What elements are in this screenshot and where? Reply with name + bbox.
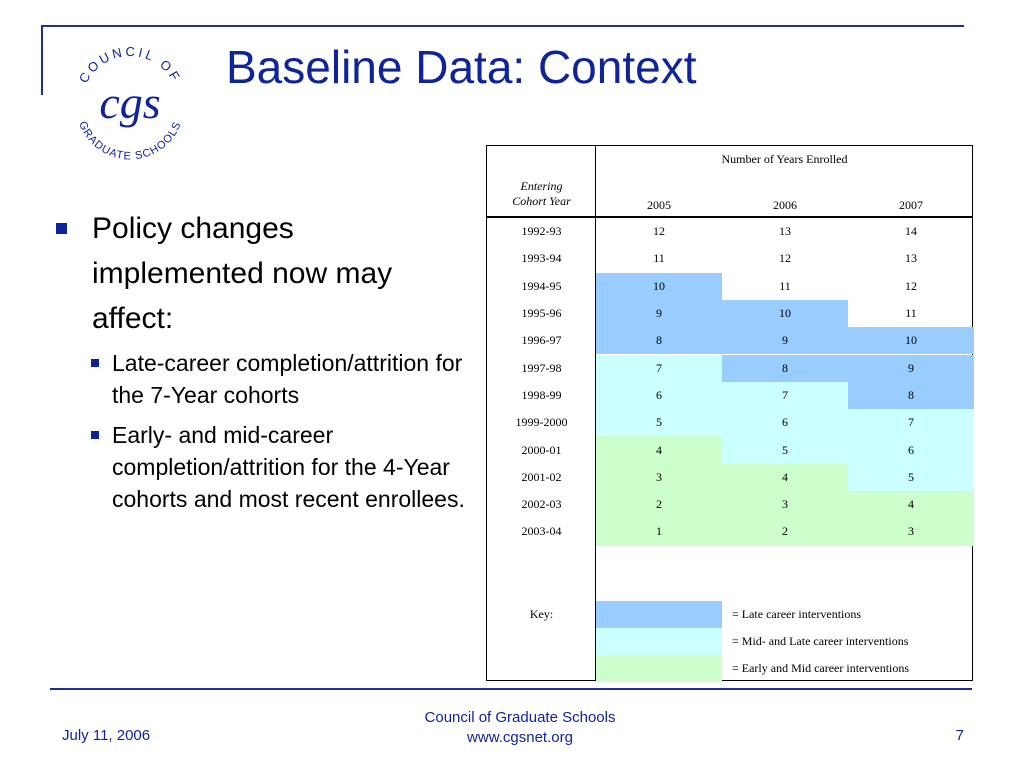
value-cell: 10 [722, 299, 848, 328]
value-cell: 11 [653, 251, 665, 266]
bullet-text: Policy changes implemented now may affec… [92, 212, 393, 335]
value-cell: 3 [722, 491, 848, 519]
value-cell: 3 [848, 518, 974, 546]
value-cell: 11 [905, 306, 917, 321]
top-accent-line [41, 25, 964, 27]
sub-bullet-square-icon [91, 431, 99, 439]
years-enrolled-table: Number of Years Enrolled Entering Cohort… [486, 145, 974, 682]
sub-bullet-square-icon [91, 359, 99, 367]
value-cell: 10 [596, 272, 722, 300]
value-cell: 5 [848, 463, 974, 491]
value-cell: 14 [905, 224, 917, 239]
value-cell: 7 [848, 409, 974, 437]
cohort-cell: 2000-01 [521, 442, 562, 457]
value-cell: 6 [596, 381, 722, 410]
value-cell: 7 [722, 381, 848, 410]
value-cell: 12 [653, 224, 665, 239]
cohort-cell: 1997-98 [521, 360, 562, 375]
cohort-cell: 1993-94 [521, 251, 562, 266]
value-cell: 7 [596, 354, 722, 382]
value-cell: 5 [722, 436, 848, 464]
value-cell: 2 [596, 491, 722, 519]
table-rule [487, 216, 973, 218]
cohort-cell: 2003-04 [521, 524, 562, 539]
value-cell: 10 [848, 327, 974, 355]
value-cell: 2 [722, 518, 848, 546]
value-cell: 12 [779, 251, 791, 266]
value-cell: 8 [848, 381, 974, 410]
bullet-square-icon [56, 223, 67, 234]
footer-date: July 11, 2006 [62, 727, 151, 744]
footer-divider [50, 688, 972, 690]
page-number: 7 [955, 727, 964, 744]
cohort-cell: 1998-99 [521, 387, 562, 402]
cohort-cell: 2001-02 [521, 469, 562, 484]
row-header: Entering Cohort Year [512, 179, 571, 208]
column-header: 2005 [647, 197, 671, 212]
slide-title: Baseline Data: Context [226, 41, 697, 93]
value-cell: 13 [779, 224, 791, 239]
value-cell: 5 [596, 409, 722, 437]
value-cell: 12 [905, 278, 917, 293]
value-cell: 8 [722, 354, 848, 382]
value-cell: 6 [722, 409, 848, 437]
cohort-cell: 2002-03 [521, 497, 562, 512]
key-swatch [596, 655, 722, 682]
sub-bullet-text: Late-career completion/attrition for the… [112, 350, 463, 408]
value-cell: 11 [779, 278, 791, 293]
value-cell: 13 [905, 251, 917, 266]
key-swatch [596, 601, 722, 628]
key-label-text: = Early and Mid career interventions [732, 661, 910, 675]
value-cell: 3 [596, 463, 722, 491]
footer-org-name: Council of Graduate Schools [424, 709, 616, 726]
value-cell: 8 [596, 327, 722, 355]
key-label-text: = Mid- and Late career interventions [732, 634, 909, 648]
group-header: Number of Years Enrolled [721, 151, 848, 166]
column-header: 2007 [899, 197, 923, 212]
sub-bullet-text: Early- and mid-career completion/attriti… [112, 422, 465, 512]
bullet-item: Policy changes implemented now may affec… [56, 206, 466, 341]
table-rule [595, 146, 596, 681]
value-cell: 4 [722, 463, 848, 491]
logo-monogram: cgs [99, 77, 160, 128]
value-cell: 1 [596, 518, 722, 546]
value-cell: 9 [722, 327, 848, 355]
footer-org: Council of Graduate Schools www.cgsnet.o… [380, 708, 660, 748]
cohort-cell: 1994-95 [521, 278, 562, 293]
sub-bullet-item: Late-career completion/attrition for the… [56, 347, 466, 411]
value-cell: 4 [596, 436, 722, 464]
left-accent-line [41, 25, 43, 95]
cohort-cell: 1992-93 [521, 224, 562, 239]
value-cell: 6 [848, 436, 974, 464]
key-label-text: = Late career interventions [732, 607, 862, 621]
cohort-cell: 1995-96 [521, 306, 562, 321]
sub-bullet-item: Early- and mid-career completion/attriti… [56, 419, 466, 515]
sub-bullet-list: Late-career completion/attrition for the… [56, 347, 466, 515]
bullet-list: Policy changes implemented now may affec… [56, 206, 466, 523]
value-cell: 4 [848, 491, 974, 519]
cgs-logo: COUNCIL OF GRADUATE SCHOOLS cgs [76, 44, 183, 163]
footer-url[interactable]: www.cgsnet.org [467, 729, 573, 746]
value-cell: 9 [848, 354, 974, 382]
column-header: 2006 [773, 197, 797, 212]
key-label: Key: [529, 606, 554, 621]
cohort-cell: 1999-2000 [515, 415, 568, 430]
cohort-cell: 1996-97 [521, 333, 562, 348]
value-cell: 9 [596, 299, 722, 328]
key-swatch [596, 628, 722, 655]
